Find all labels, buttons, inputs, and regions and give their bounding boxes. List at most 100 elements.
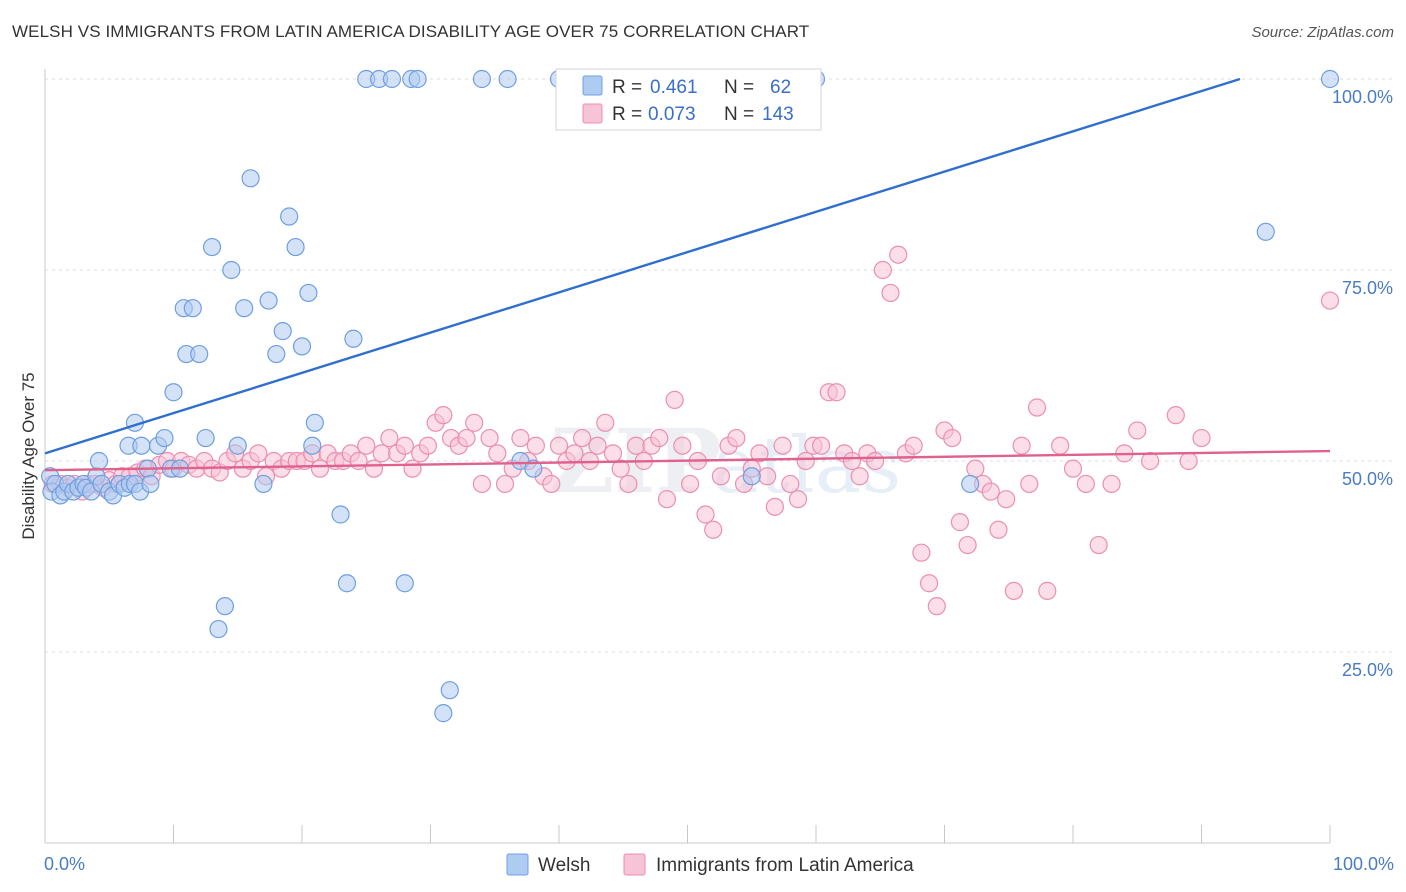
point-welsh bbox=[434, 704, 453, 723]
legend: Welsh Immigrants from Latin America bbox=[506, 853, 914, 876]
stats-r-value-latam: 0.073 bbox=[648, 104, 696, 125]
point-latam bbox=[711, 467, 731, 486]
point-latam bbox=[1038, 581, 1057, 600]
point-latam bbox=[1089, 535, 1108, 555]
legend-swatch-latam bbox=[623, 853, 646, 876]
point-latam bbox=[773, 436, 792, 455]
point-welsh bbox=[395, 574, 414, 593]
point-latam bbox=[873, 260, 892, 280]
point-welsh bbox=[228, 436, 247, 455]
point-latam bbox=[573, 428, 592, 448]
y-tick-labels: 25.0% 50.0% 75.0% 100.0% bbox=[1332, 87, 1393, 680]
point-welsh bbox=[215, 597, 234, 616]
point-latam bbox=[727, 428, 746, 448]
point-welsh bbox=[209, 619, 228, 639]
point-latam bbox=[781, 474, 800, 494]
point-latam bbox=[457, 428, 476, 448]
point-latam bbox=[596, 413, 615, 432]
point-latam bbox=[657, 490, 677, 509]
point-latam bbox=[1128, 421, 1147, 440]
y-axis-title: Disability Age Over 75 bbox=[19, 372, 38, 539]
point-latam bbox=[1102, 474, 1121, 494]
point-welsh bbox=[273, 322, 292, 341]
stats-r-label-welsh: R = bbox=[612, 77, 642, 98]
point-latam bbox=[588, 436, 607, 455]
point-welsh bbox=[305, 413, 324, 432]
point-latam bbox=[495, 474, 515, 494]
point-welsh bbox=[337, 574, 357, 593]
y-tick-label: 75.0% bbox=[1342, 278, 1393, 298]
point-latam bbox=[565, 444, 584, 463]
point-latam bbox=[912, 543, 931, 562]
point-latam bbox=[418, 436, 438, 455]
stats-r-value-welsh: 0.461 bbox=[650, 77, 698, 98]
stats-n-label-latam: N = bbox=[724, 104, 754, 125]
y-tick-label: 50.0% bbox=[1342, 469, 1393, 489]
point-welsh bbox=[440, 681, 459, 700]
point-latam bbox=[796, 451, 815, 471]
chart-title: WELSH VS IMMIGRANTS FROM LATIN AMERICA D… bbox=[12, 22, 810, 41]
legend-item-latam[interactable]: Immigrants from Latin America bbox=[623, 853, 914, 876]
point-latam bbox=[1076, 474, 1095, 494]
point-latam bbox=[989, 520, 1008, 539]
point-latam bbox=[889, 245, 908, 264]
point-latam bbox=[966, 459, 985, 478]
point-welsh bbox=[303, 436, 322, 455]
point-latam bbox=[526, 436, 545, 455]
point-welsh bbox=[1256, 222, 1275, 241]
point-latam bbox=[981, 482, 1000, 501]
point-welsh bbox=[524, 459, 543, 478]
point-welsh bbox=[164, 383, 183, 402]
point-latam bbox=[927, 597, 946, 616]
point-latam bbox=[827, 383, 846, 402]
y-tick-label: 100.0% bbox=[1332, 87, 1393, 107]
chart-source: Source: ZipAtlas.com bbox=[1251, 24, 1394, 41]
point-welsh bbox=[132, 436, 151, 455]
point-welsh bbox=[141, 474, 160, 494]
point-latam bbox=[1192, 428, 1211, 448]
point-latam bbox=[842, 451, 862, 471]
point-latam bbox=[680, 474, 700, 494]
point-welsh bbox=[382, 69, 402, 89]
legend-swatch-welsh bbox=[506, 853, 529, 876]
legend-label-welsh: Welsh bbox=[538, 855, 590, 876]
point-latam bbox=[542, 474, 561, 494]
point-latam bbox=[310, 459, 330, 478]
point-latam bbox=[1320, 291, 1340, 310]
point-latam bbox=[958, 535, 977, 555]
point-latam bbox=[1012, 436, 1031, 455]
point-latam bbox=[788, 490, 808, 509]
point-welsh bbox=[344, 329, 363, 348]
stats-box: R = 0.461 N = 62 R = 0.073 N = 143 bbox=[555, 68, 822, 131]
point-welsh bbox=[292, 337, 312, 356]
stats-n-value-latam: 143 bbox=[762, 104, 794, 125]
point-latam bbox=[919, 574, 939, 593]
point-latam bbox=[704, 520, 723, 539]
point-latam bbox=[349, 451, 368, 471]
point-latam bbox=[673, 436, 692, 455]
point-latam bbox=[866, 451, 885, 471]
point-latam bbox=[1020, 474, 1039, 494]
point-welsh bbox=[222, 260, 241, 280]
point-welsh bbox=[183, 299, 202, 318]
point-latam bbox=[364, 459, 384, 478]
point-welsh bbox=[254, 474, 273, 494]
point-latam bbox=[1027, 398, 1047, 417]
point-latam bbox=[380, 428, 399, 448]
point-welsh bbox=[498, 69, 517, 89]
y-tick-label: 25.0% bbox=[1342, 660, 1393, 680]
point-latam bbox=[1063, 459, 1083, 478]
point-latam bbox=[603, 444, 623, 463]
point-latam bbox=[812, 436, 831, 455]
point-welsh bbox=[331, 505, 350, 524]
trendline-latam bbox=[44, 449, 1331, 472]
point-latam bbox=[549, 436, 569, 455]
point-latam bbox=[357, 436, 376, 455]
point-latam bbox=[943, 428, 962, 448]
legend-item-welsh[interactable]: Welsh bbox=[506, 853, 590, 876]
point-latam bbox=[765, 497, 784, 516]
point-latam bbox=[850, 467, 869, 486]
x-ticks bbox=[44, 825, 1331, 843]
x-tick-label-max: 100.0% bbox=[1333, 854, 1394, 874]
